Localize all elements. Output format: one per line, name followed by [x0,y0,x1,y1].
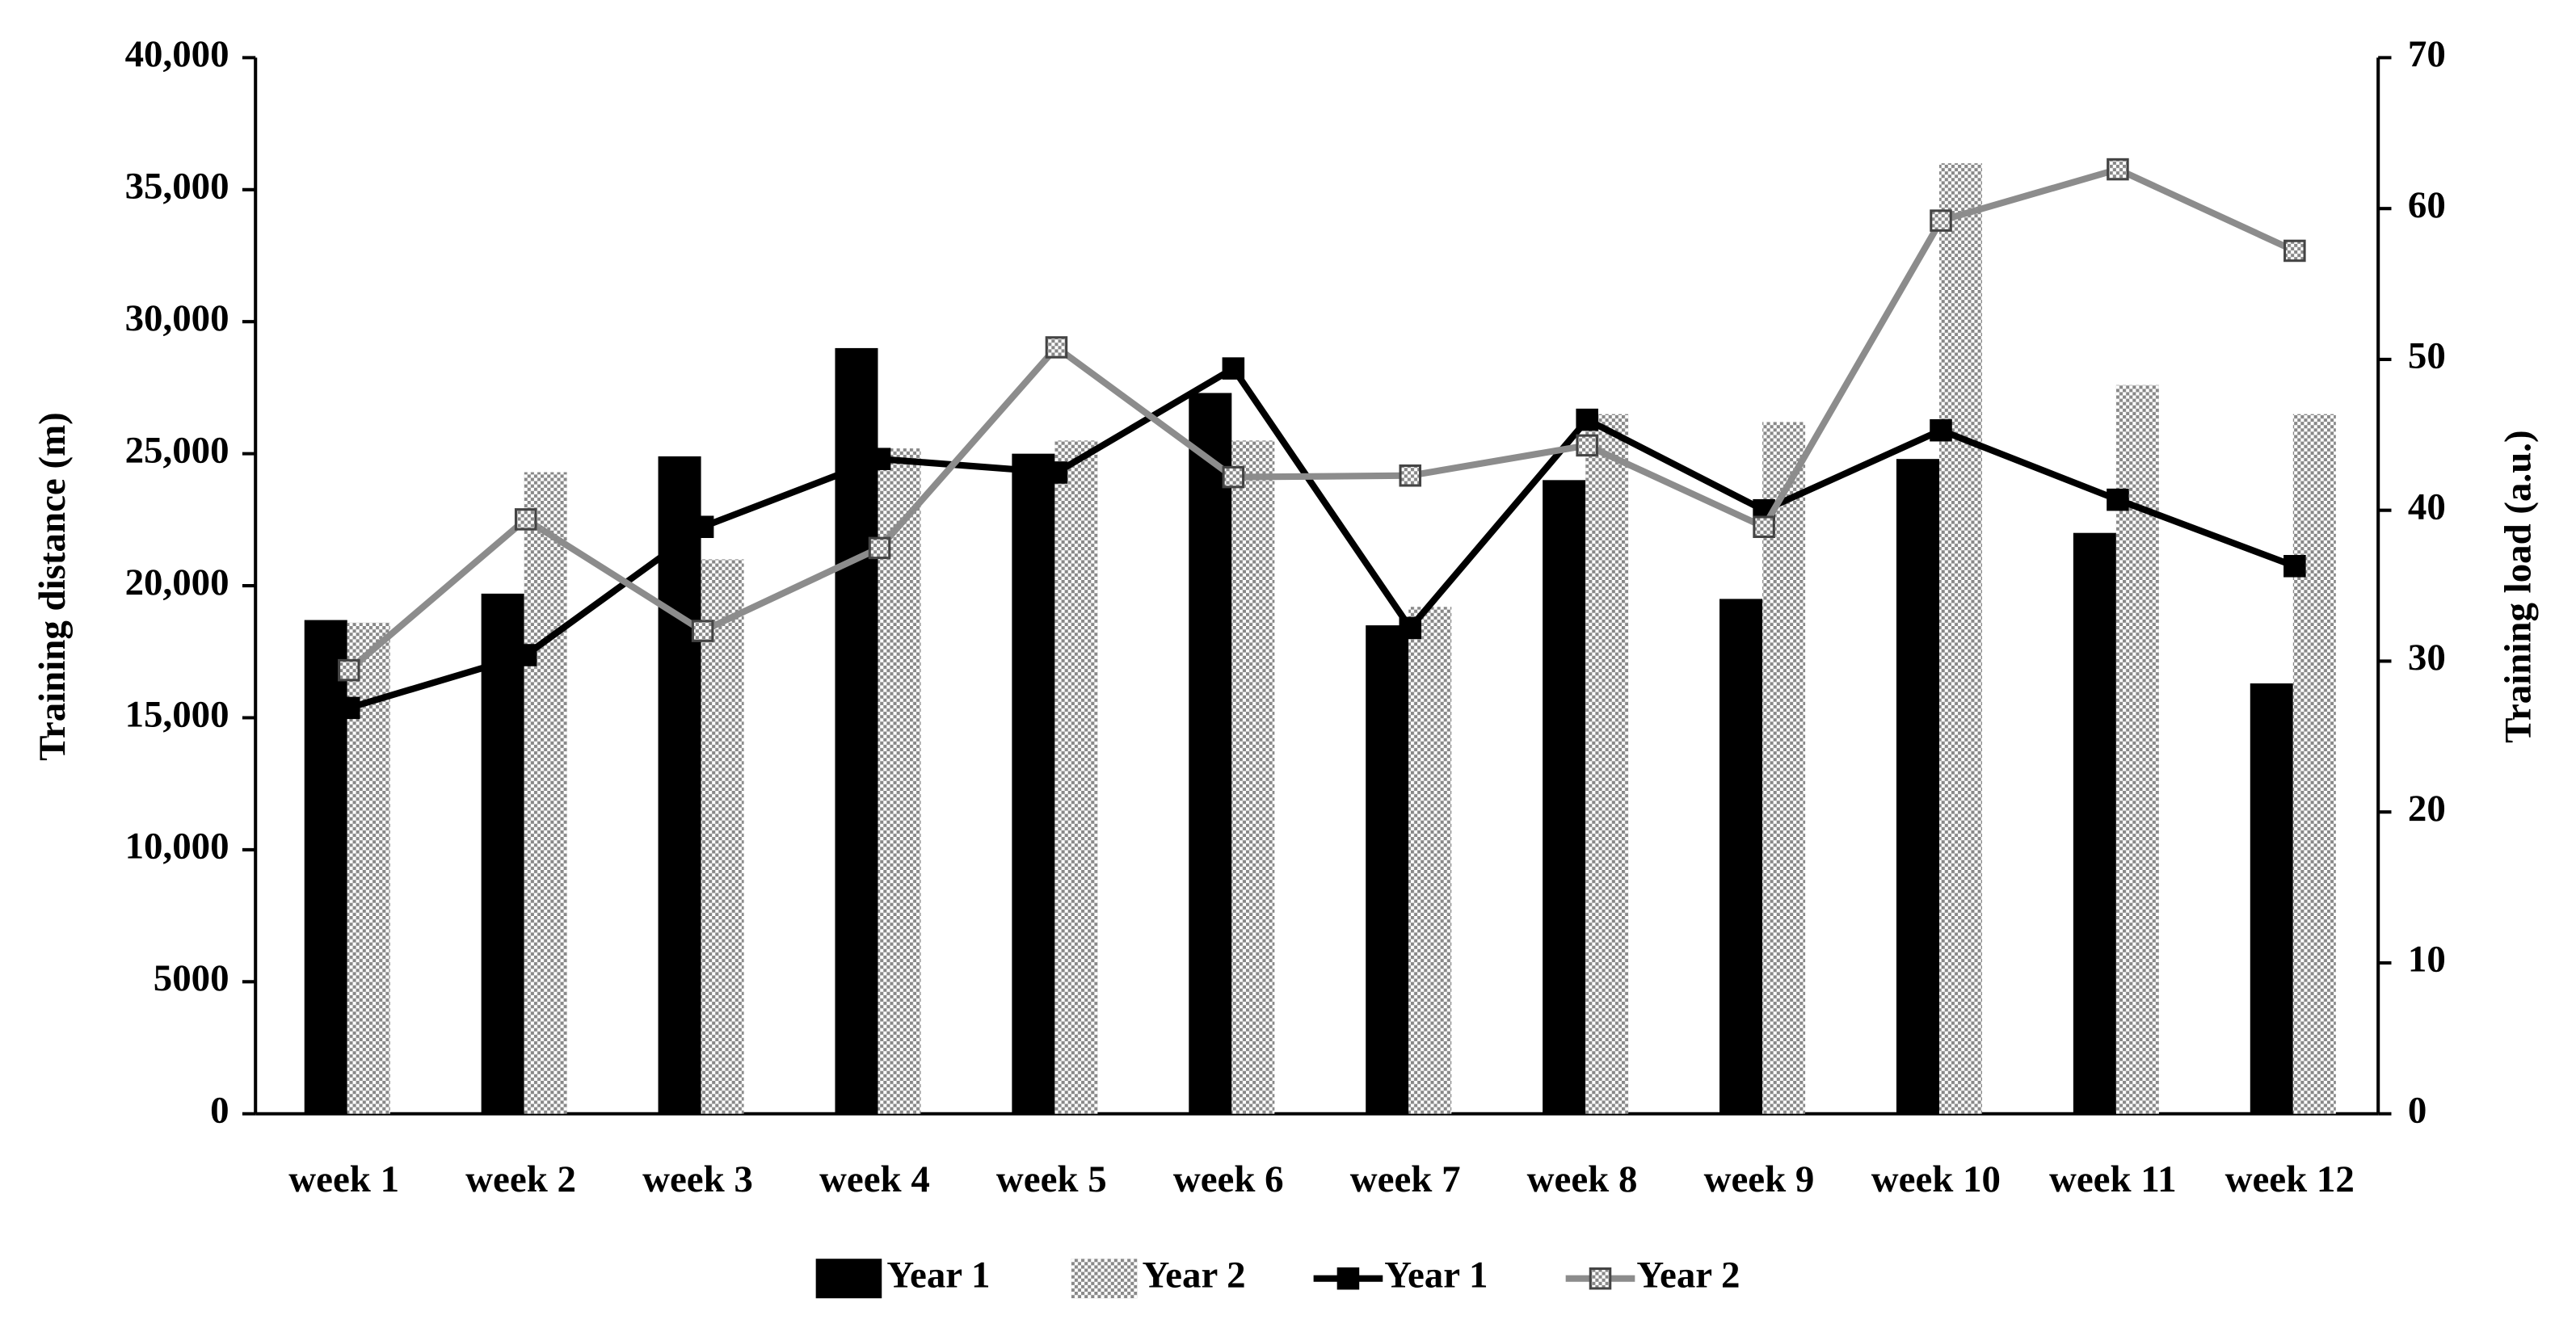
y2-tick-label: 70 [2408,33,2446,75]
bar [2250,683,2293,1114]
point [691,515,714,538]
x-tick-label: week 6 [1173,1158,1284,1200]
legend-marker [1589,1267,1612,1290]
point [1930,418,1952,442]
point [868,448,891,470]
legend-label: Year 1 [886,1254,990,1296]
y-tick-label: 30,000 [125,297,229,339]
y2-tick-label: 60 [2408,184,2446,226]
bar [304,620,347,1114]
point [1045,336,1068,359]
y2-tick-label: 10 [2408,939,2446,981]
legend-label: Year 2 [1636,1254,1740,1296]
bar [1366,625,1409,1114]
bar [701,559,744,1114]
point [2107,488,2129,511]
bar [1012,453,1055,1114]
x-tick-label: week 12 [2225,1158,2355,1200]
point [338,658,360,682]
bar [2073,532,2116,1114]
x-tick-label: week 3 [642,1158,753,1200]
bar [1231,440,1275,1114]
y-tick-label: 0 [210,1090,229,1132]
line [347,364,2296,712]
bar [1938,163,1982,1114]
y-axis-label: Training distance (m) [32,412,74,761]
point [1045,461,1068,484]
point [1576,408,1598,431]
x-tick-label: week 2 [465,1158,576,1200]
y-tick-label: 5000 [154,957,229,999]
bar [1054,440,1098,1114]
point [1930,209,1952,232]
bar [878,448,921,1114]
y2-tick-label: 20 [2408,788,2446,830]
bar [1585,414,1629,1114]
x-tick-label: week 1 [288,1158,399,1200]
point [1576,434,1598,457]
y2-tick-label: 50 [2408,335,2446,377]
x-tick-label: week 5 [996,1158,1107,1200]
y2-tick-label: 0 [2408,1090,2427,1132]
bar [1408,607,1452,1114]
y-tick-label: 25,000 [125,429,229,471]
point [514,508,537,531]
point [338,696,360,720]
y-tick-label: 40,000 [125,33,229,75]
point [514,644,537,666]
y2-tick-label: 30 [2408,637,2446,679]
y2-tick-label: 40 [2408,485,2446,527]
bar [1896,459,1939,1114]
y2-axis-label: Training load (a.u.) [2497,430,2539,742]
bar [1719,599,1763,1114]
x-tick-label: week 11 [2049,1158,2177,1200]
x-tick-label: week 10 [1871,1158,2001,1200]
x-tick-label: week 7 [1350,1158,1461,1200]
x-tick-label: week 9 [1704,1158,1815,1200]
bar [524,472,567,1114]
point [1222,357,1245,380]
x-tick-label: week 8 [1527,1158,1638,1200]
bar [658,456,701,1114]
y-tick-label: 10,000 [125,826,229,868]
y-tick-label: 35,000 [125,166,229,208]
point [868,536,891,560]
point [1399,464,1422,487]
legend-swatch [1071,1259,1138,1299]
legend-swatch [815,1259,882,1299]
bar [1543,480,1586,1114]
legend-marker [1336,1267,1360,1290]
y-tick-label: 15,000 [125,693,229,735]
y-tick-label: 20,000 [125,561,229,603]
point [1399,616,1422,640]
line [347,166,2296,673]
point [691,620,714,642]
point [2107,158,2129,181]
point [2283,239,2306,263]
bar [1189,393,1232,1114]
legend-label: Year 1 [1384,1254,1488,1296]
point [2283,555,2306,578]
bar [481,593,524,1114]
bar [2292,414,2336,1114]
point [1222,465,1245,489]
legend-label: Year 2 [1142,1254,1245,1296]
x-tick-label: week 4 [819,1158,930,1200]
point [1753,515,1775,538]
